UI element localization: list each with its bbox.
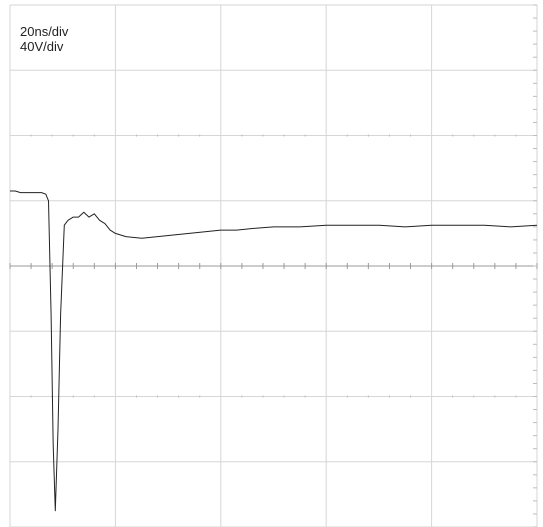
waveform-trace — [10, 190, 538, 512]
voltage-scale-label: 40V/div — [20, 39, 64, 54]
graticule-minor-ticks — [9, 4, 538, 527]
time-scale-label: 20ns/div — [20, 24, 69, 39]
